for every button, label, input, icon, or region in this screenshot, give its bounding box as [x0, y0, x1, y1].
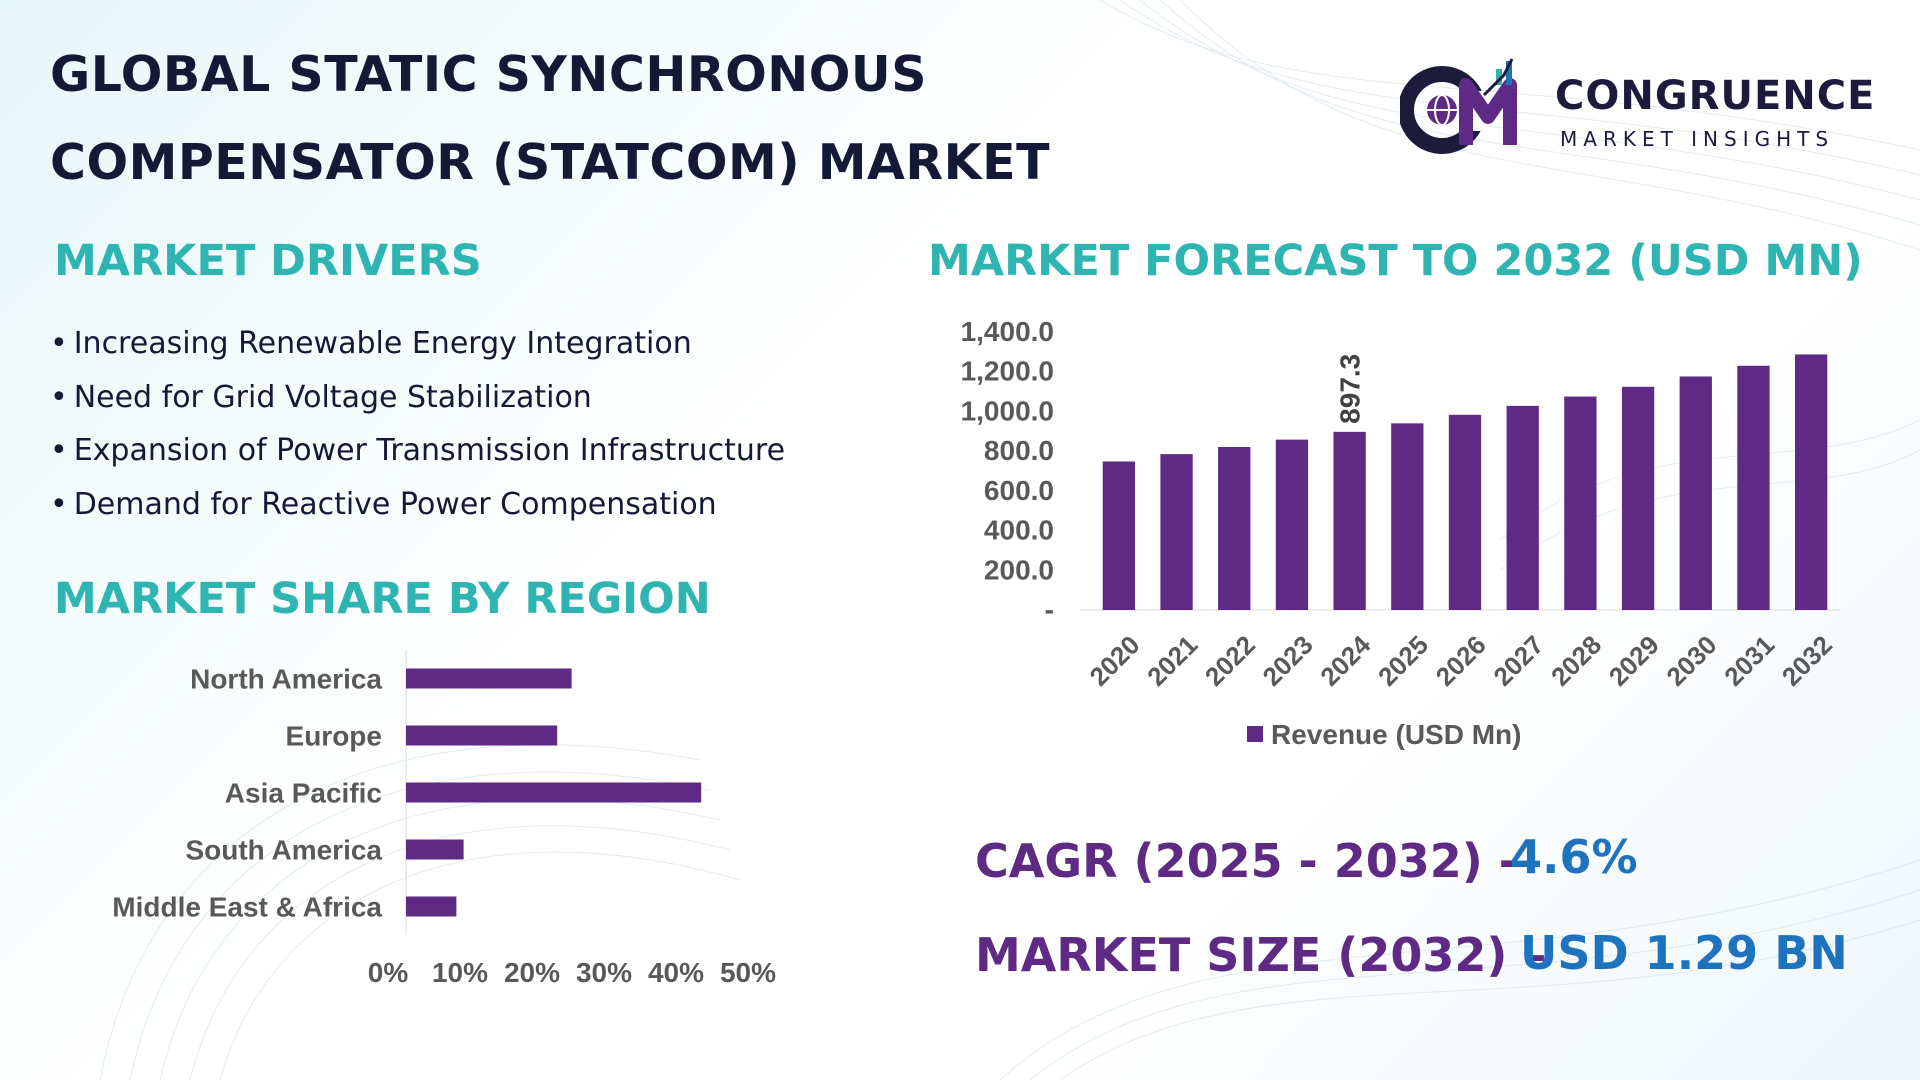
bar-2031: [1737, 365, 1770, 610]
category-label: Europe: [286, 721, 382, 752]
region-bar: [406, 839, 464, 860]
logo-name: CONGRUENCE: [1555, 73, 1876, 119]
category-label: South America: [185, 835, 382, 866]
bar-2025: [1391, 423, 1424, 610]
x-tick-label: 2020: [1084, 630, 1146, 692]
region-bar: [406, 896, 457, 917]
logo-mark: [1398, 55, 1540, 155]
forecast-chart: - 200.0 400.0 600.0 800.0 1,000.0 1,200.0 1,400…: [961, 316, 1840, 750]
market-size-label: MARKET SIZE (2032) –: [975, 928, 1547, 982]
bar-2028: [1564, 396, 1597, 610]
category-label: Middle East & Africa: [112, 892, 382, 923]
driver-item: • Increasing Renewable Energy Integration: [50, 326, 692, 361]
data-label: 897.3: [1335, 354, 1366, 424]
y-tick-label: 200.0: [984, 554, 1054, 585]
globe-cm-icon: [1398, 58, 1517, 154]
y-tick-label: 1,200.0: [961, 356, 1054, 387]
x-tick-label: 2028: [1545, 630, 1607, 692]
bar-2024: [1333, 431, 1366, 610]
y-tick-label: 800.0: [984, 435, 1054, 466]
x-tick-label: 10%: [432, 957, 488, 988]
bar-2020: [1102, 461, 1135, 610]
bullet: •: [50, 433, 68, 468]
driver-text: Expansion of Power Transmission Infrastr…: [73, 433, 786, 468]
driver-text: Increasing Renewable Energy Integration: [73, 326, 692, 361]
bullet: •: [50, 326, 68, 361]
legend-swatch: [1247, 726, 1263, 742]
x-tick-label: 2031: [1718, 630, 1780, 692]
region-heading: MARKET SHARE BY REGION: [54, 574, 711, 624]
driver-item: • Expansion of Power Transmission Infrast…: [50, 433, 785, 468]
y-tick-label: 600.0: [984, 475, 1054, 506]
bar-2027: [1506, 405, 1539, 610]
bar-2032: [1795, 354, 1828, 610]
bar-2021: [1160, 454, 1193, 610]
x-tick-label: 2026: [1430, 630, 1492, 692]
x-tick-label: 2023: [1257, 630, 1319, 692]
x-tick-label: 2027: [1487, 630, 1549, 692]
drivers-heading: MARKET DRIVERS: [54, 236, 482, 286]
x-tick-label: 40%: [648, 957, 704, 988]
bar-2030: [1679, 376, 1712, 610]
bar-2026: [1448, 414, 1482, 610]
x-tick-label: 30%: [576, 957, 632, 988]
x-tick-label: 50%: [720, 957, 776, 988]
bar-2022: [1218, 446, 1251, 610]
legend-label: Revenue (USD Mn): [1271, 719, 1521, 750]
bar-2023: [1275, 439, 1309, 610]
x-tick-label: 2021: [1141, 630, 1203, 692]
bullet: •: [50, 487, 68, 522]
y-tick-label: -: [1045, 594, 1054, 625]
page-title-line-1: GLOBAL STATIC SYNCHRONOUS: [50, 46, 927, 103]
bar-2029: [1621, 386, 1655, 610]
region-bar: [406, 725, 558, 746]
x-tick-label: 0%: [368, 957, 409, 988]
market-size-value: USD 1.29 BN: [1520, 926, 1848, 980]
x-tick-label: 2030: [1660, 630, 1722, 692]
y-tick-label: 1,000.0: [961, 395, 1054, 426]
driver-item: • Need for Grid Voltage Stabilization: [50, 380, 592, 415]
bullet: •: [50, 380, 68, 415]
y-tick-label: 400.0: [984, 515, 1054, 546]
cagr-label: CAGR (2025 - 2032) -: [975, 834, 1518, 888]
driver-text: Need for Grid Voltage Stabilization: [73, 380, 592, 415]
y-tick-label: 1,400.0: [961, 316, 1054, 347]
driver-item: • Demand for Reactive Power Compensation: [50, 487, 717, 522]
x-tick-label: 2022: [1199, 630, 1261, 692]
region-share-chart: North America Europe Asia Pacific South Ame…: [112, 650, 776, 988]
region-bar: [406, 782, 702, 803]
x-tick-label: 2024: [1314, 629, 1376, 691]
x-tick-label: 2029: [1603, 630, 1665, 692]
forecast-heading: MARKET FORECAST TO 2032 (USD MN): [928, 236, 1863, 286]
region-bar: [406, 668, 572, 689]
x-tick-label: 20%: [504, 957, 560, 988]
driver-text: Demand for Reactive Power Compensation: [73, 487, 717, 522]
category-label: Asia Pacific: [225, 778, 382, 809]
x-tick-label: 2032: [1776, 630, 1838, 692]
logo-tagline: MARKET INSIGHTS: [1560, 127, 1835, 151]
category-label: North America: [190, 664, 382, 695]
x-tick-label: 2025: [1372, 630, 1434, 692]
page-title-line-2: COMPENSATOR (STATCOM) MARKET: [50, 134, 1051, 191]
cagr-value: 4.6%: [1510, 830, 1638, 884]
